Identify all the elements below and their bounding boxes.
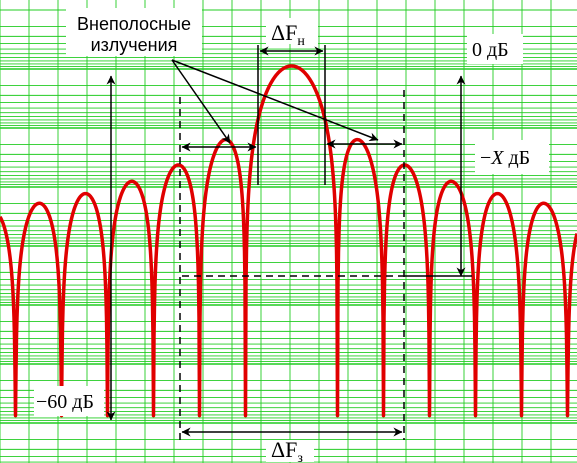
pointer-right <box>171 59 379 142</box>
minus-60-label-bg <box>34 386 104 416</box>
minus-60-label: −60 дБ <box>36 391 94 413</box>
delta-fz-label: ΔFз <box>271 437 303 463</box>
delta-fn-label: ΔFн <box>271 20 305 49</box>
zero-db-label-bg <box>467 34 523 64</box>
minus-x-label-bg <box>475 140 549 174</box>
pointer-left <box>171 59 231 144</box>
out-of-band-label-bg <box>66 8 202 56</box>
out-of-band-label-line1: Внеполосные <box>77 14 191 34</box>
out-of-band-label-line2: излучения <box>91 35 178 55</box>
annotations <box>106 45 472 440</box>
delta-fz-label-bg <box>266 440 314 462</box>
spectrum-curve <box>0 64 577 418</box>
minus-x-label: −X дБ <box>480 147 530 169</box>
delta-fn-label-bg <box>266 18 318 44</box>
zero-db-label: 0 дБ <box>472 39 509 61</box>
